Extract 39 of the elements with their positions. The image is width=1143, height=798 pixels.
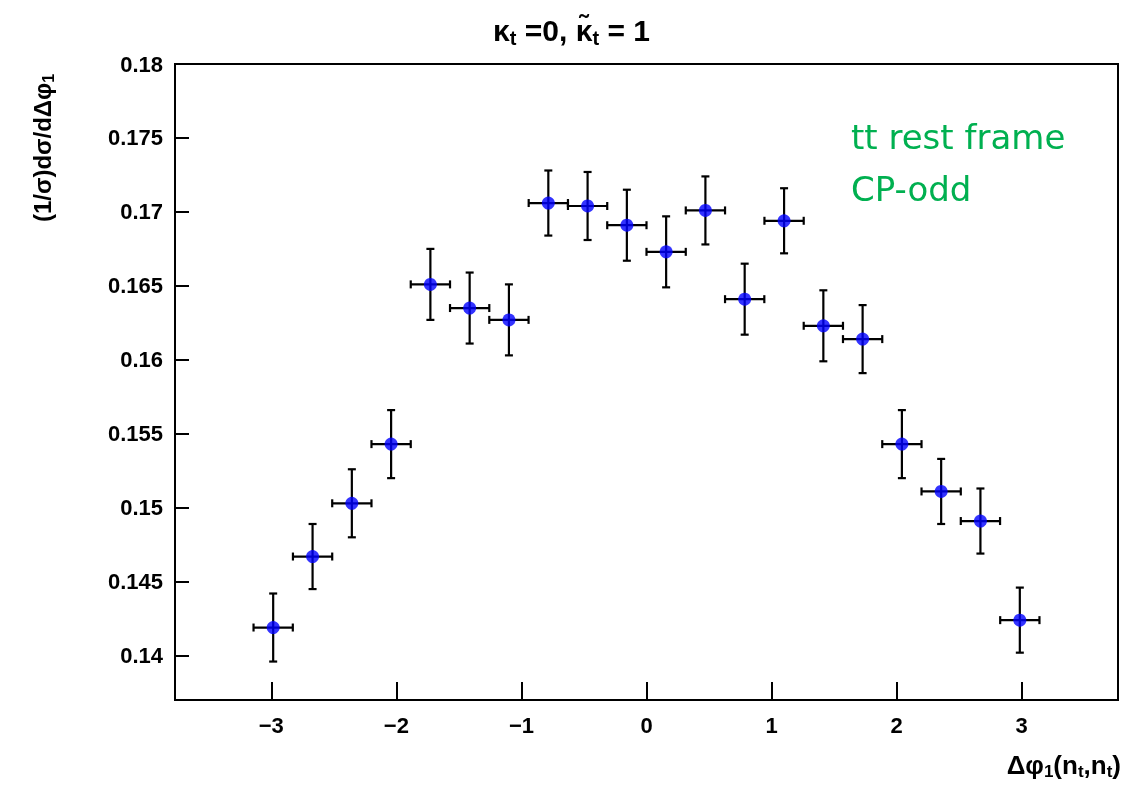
point xyxy=(934,484,948,498)
y-tick-label: 0.155 xyxy=(107,421,163,447)
point xyxy=(581,199,595,213)
point xyxy=(345,496,359,510)
y-tick-label: 0.16 xyxy=(120,347,163,373)
x-tick-label: −2 xyxy=(383,712,409,738)
y-axis-title: (1/σ)dσ/dΔφ1 xyxy=(28,73,57,222)
annotation: tt rest frame xyxy=(851,117,1066,157)
x-tick-label: 2 xyxy=(890,712,903,738)
point xyxy=(738,292,752,306)
point xyxy=(659,245,673,259)
y-tick-label: 0.165 xyxy=(107,273,163,299)
point xyxy=(816,319,830,333)
point xyxy=(266,621,280,635)
x-tick-label: 1 xyxy=(765,712,778,738)
point xyxy=(502,313,516,327)
point xyxy=(423,277,437,291)
y-tick-label: 0.18 xyxy=(120,51,163,77)
y-tick-label: 0.15 xyxy=(120,495,163,521)
point xyxy=(463,301,477,315)
x-tick-label: −3 xyxy=(258,712,284,738)
x-tick-label: −1 xyxy=(508,712,534,738)
y-tick-label: 0.17 xyxy=(120,199,163,225)
x-tick-label: 3 xyxy=(1015,712,1028,738)
y-tick-label: 0.175 xyxy=(107,125,163,151)
point xyxy=(895,437,909,451)
point xyxy=(777,214,791,228)
point xyxy=(1013,613,1027,627)
point xyxy=(620,218,634,232)
y-tick-label: 0.145 xyxy=(107,569,163,595)
y-tick-label: 0.14 xyxy=(120,643,164,669)
annotation: CP-odd xyxy=(851,169,972,209)
point xyxy=(306,550,320,564)
point xyxy=(856,332,870,346)
point xyxy=(973,514,987,528)
point xyxy=(541,196,555,210)
point xyxy=(698,203,712,217)
x-tick-label: 0 xyxy=(640,712,653,738)
point xyxy=(384,437,398,451)
